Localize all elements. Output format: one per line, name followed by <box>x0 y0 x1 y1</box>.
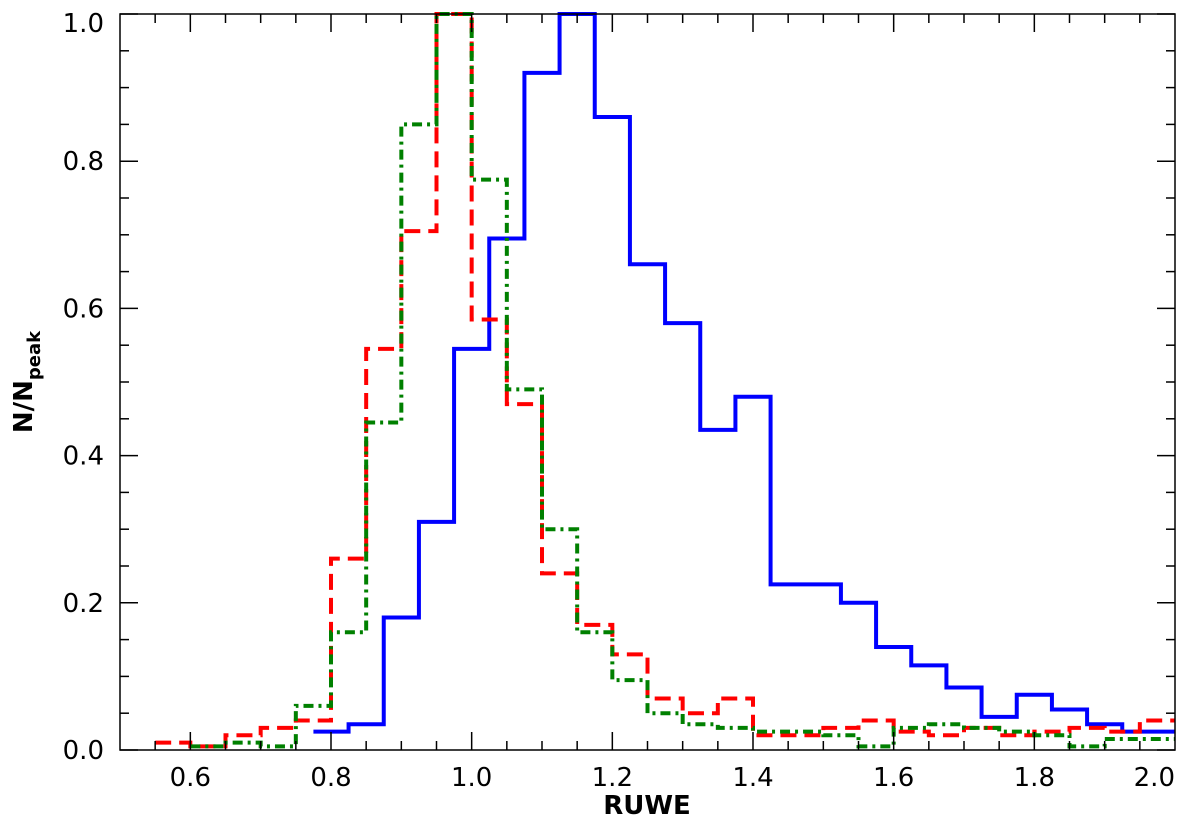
x-tick-label: 2.0 <box>1134 763 1175 793</box>
plot-frame <box>119 13 1176 751</box>
y-axis-title: N/Npeak <box>9 330 45 433</box>
x-tick-label: 1.2 <box>592 763 633 793</box>
x-tick-label: 1.0 <box>451 763 492 793</box>
y-tick-label: 0.8 <box>63 147 104 177</box>
series-line-2 <box>155 12 1175 749</box>
y-axis-title-main: N/N <box>9 380 39 433</box>
x-axis-title: RUWE <box>603 791 691 819</box>
plot-series <box>155 12 1175 749</box>
y-axis-title-subscript: peak <box>24 330 45 380</box>
y-tick-label: 1.0 <box>63 9 104 39</box>
x-tick-label: 1.4 <box>732 763 773 793</box>
x-tick-label: 0.8 <box>310 763 351 793</box>
y-tick-label: 0.0 <box>63 736 104 766</box>
x-tick-label: 1.6 <box>873 763 914 793</box>
y-tick-label: 0.6 <box>63 294 104 324</box>
x-tick-label: 0.6 <box>170 763 211 793</box>
x-tick-labels: 0.6 0.8 1.0 1.2 1.4 1.6 1.8 2.0 <box>170 763 1175 793</box>
x-tick-label: 1.8 <box>1014 763 1055 793</box>
axis-ticks <box>120 13 1175 751</box>
series-line-1 <box>313 12 1175 734</box>
series-line-3 <box>190 12 1175 749</box>
y-tick-label: 0.2 <box>63 589 104 619</box>
y-tick-label: 0.4 <box>63 442 104 472</box>
y-tick-labels: 0.0 0.2 0.4 0.6 0.8 1.0 <box>63 9 104 766</box>
